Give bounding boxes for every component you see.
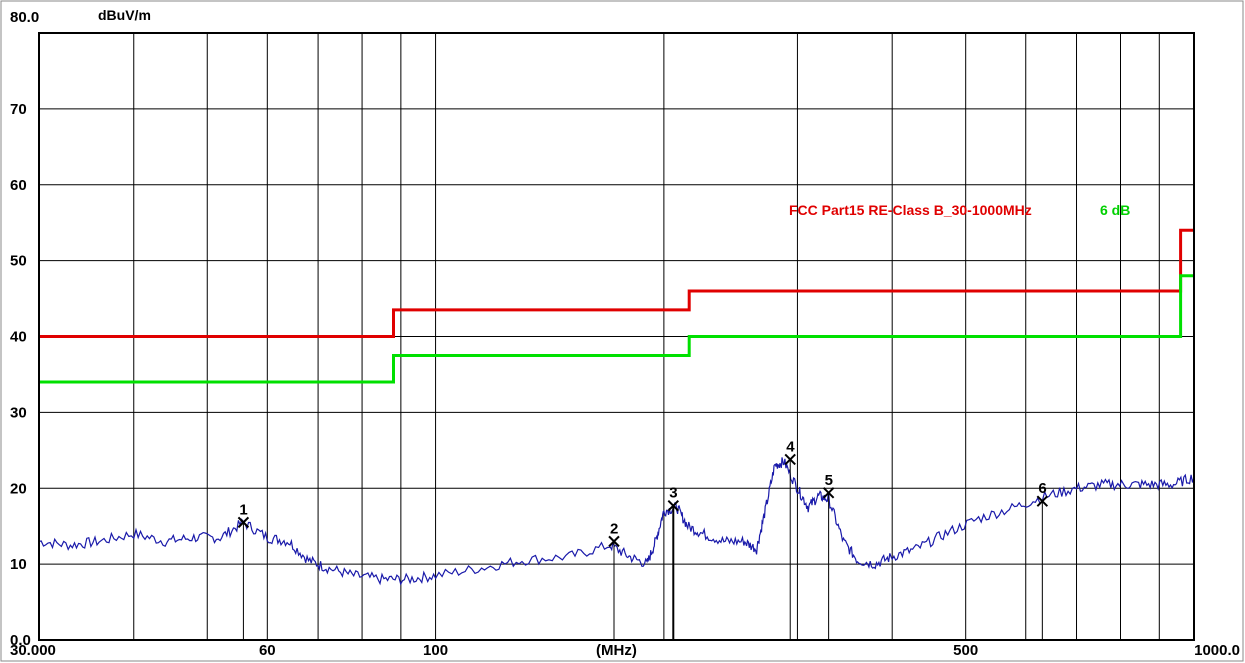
marker-label: 1	[239, 501, 247, 518]
y-unit-label: dBuV/m	[98, 7, 151, 23]
x-tick-labels: 30.000 60 100 500 1000.0	[10, 642, 1240, 659]
marker-label: 3	[669, 485, 677, 502]
marker-label: 5	[825, 472, 833, 489]
y-tick-label: 30	[10, 404, 27, 421]
marker-x-icon	[237, 516, 250, 529]
y-tick-label: 50	[10, 253, 27, 270]
measurement-trace	[38, 457, 1195, 586]
y-tick-labels: 0.0 10 20 30 40 50 60 70	[10, 101, 31, 649]
marker-x-icon	[608, 535, 620, 548]
y-tick-label: 20	[10, 480, 27, 497]
limit-legend-margin: 6 dB	[1100, 202, 1130, 218]
marker-label: 6	[1038, 480, 1046, 497]
y-tick-top-label: 80.0	[10, 9, 39, 26]
marker-label: 4	[786, 438, 795, 455]
peak-markers: 1 2 3 4 5 6	[237, 438, 1049, 640]
marker-x-icon	[1036, 495, 1049, 507]
limit-line-class-b	[39, 228, 1194, 338]
x-tick-label: 500	[953, 642, 978, 659]
marker-x-icon	[667, 499, 680, 512]
y-tick-label: 10	[10, 556, 27, 573]
limit-line-margin	[39, 274, 1194, 384]
trace-line	[38, 457, 1195, 586]
x-tick-label: 60	[259, 642, 276, 659]
limit-legend-class-b: FCC Part15 RE-Class B_30-1000MHz	[789, 202, 1032, 218]
y-tick-label: 60	[10, 177, 27, 194]
plot-frame	[38, 32, 1195, 641]
x-tick-label: 100	[423, 642, 448, 659]
y-tick-label: 0.0	[10, 632, 31, 649]
marker-x-icon	[784, 453, 796, 466]
x-tick-label: 1000.0	[1194, 642, 1240, 659]
limit-lines	[39, 228, 1194, 384]
y-tick-label: 40	[10, 329, 27, 346]
x-tick-label: 30.000	[10, 642, 56, 659]
x-unit-label: (MHz)	[596, 642, 637, 659]
marker-label: 2	[610, 520, 618, 537]
marker-x-icon	[822, 487, 835, 499]
y-tick-label: 70	[10, 101, 27, 118]
